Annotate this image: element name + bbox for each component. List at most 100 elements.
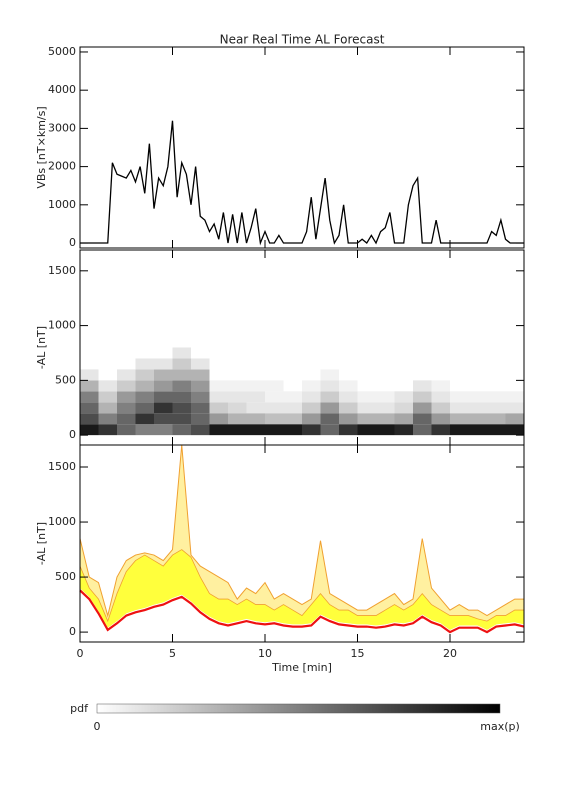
x-tick-label: 20 [443,647,457,660]
heat-cell [191,391,210,403]
heat-cell [117,380,136,392]
heat-cell [357,424,376,436]
heat-cell [209,424,228,436]
heat-cell [154,391,173,403]
heat-cell [209,380,228,392]
heat-cell [431,402,450,414]
heat-cell [172,369,191,381]
y-tick-label: 500 [55,373,76,386]
heat-cell [154,413,173,425]
heat-cell [376,413,395,425]
y-tick-label: 0 [69,236,76,249]
heat-cell [135,369,154,381]
colorbar [96,703,501,714]
heat-cell [431,424,450,436]
heat-cell [228,424,247,436]
heat-cell [80,380,99,392]
heat-cell [135,380,154,392]
heat-cell [394,424,413,436]
heat-cell [468,391,487,403]
heat-cell [394,402,413,414]
heat-cell [172,391,191,403]
heat-cell [98,391,117,403]
heat-cell [135,391,154,403]
x-axis-label: Time [min] [271,661,332,674]
heat-cell [376,402,395,414]
heat-cell [228,380,247,392]
heat-cell [172,358,191,370]
heat-cell [135,402,154,414]
heat-cell [302,413,321,425]
heat-cell [117,424,136,436]
data-line [80,120,524,246]
heat-cell [431,413,450,425]
heat-cell [487,413,506,425]
x-tick-label: 15 [351,647,365,660]
heat-cell [468,424,487,436]
heat-cell [172,402,191,414]
heat-cell [117,369,136,381]
heat-cell [80,424,99,436]
median-line [79,589,525,634]
heat-cell [320,391,339,403]
heat-cell [413,380,432,392]
heat-cell [117,413,136,425]
heat-cell [98,413,117,425]
heat-cell [302,380,321,392]
heat-cell [228,413,247,425]
y-tick-label: 0 [69,625,76,638]
heat-cell [320,413,339,425]
heat-cell [320,402,339,414]
heat-cell [98,402,117,414]
heat-cell [413,402,432,414]
y-tick-label: 2000 [48,160,76,173]
y-tick-label: 1000 [48,515,76,528]
heat-cell [209,413,228,425]
y-axis-label: -AL [nT] [35,326,48,369]
heat-cell [320,380,339,392]
heat-cell [339,402,358,414]
heat-cell [431,380,450,392]
heat-cell [468,402,487,414]
heat-cell [450,413,469,425]
panel-frame [79,444,525,643]
heat-cell [302,391,321,403]
heat-cell [283,391,302,403]
heat-cell [450,424,469,436]
y-tick-label: 1000 [48,198,76,211]
heat-cell [154,369,173,381]
heat-cell [246,424,265,436]
heat-cell [283,413,302,425]
heat-cell [80,369,99,381]
heat-cell [265,402,284,414]
band-edge [79,549,524,623]
heat-cell [357,413,376,425]
heat-cell [265,424,284,436]
y-tick-label: 500 [55,570,76,583]
heat-cell [228,402,247,414]
heat-cell [265,380,284,392]
heat-cell [487,424,506,436]
band-area [80,549,524,630]
heat-cell [450,391,469,403]
heat-cell [117,391,136,403]
heat-cell [172,380,191,392]
heat-cell [191,369,210,381]
heat-cell [339,380,358,392]
heat-cell [339,424,358,436]
y-tick-label: 3000 [48,121,76,134]
y-tick-label: 0 [69,428,76,441]
heat-cell [191,358,210,370]
heat-cell [80,402,99,414]
heat-cell [246,413,265,425]
heat-cell [302,424,321,436]
y-tick-label: 1000 [48,319,76,332]
heat-cell [98,380,117,392]
heat-cell [265,391,284,403]
x-tick-label: 10 [258,647,272,660]
heat-cell [505,391,524,403]
heat-cell [283,424,302,436]
heat-cell [505,402,524,414]
